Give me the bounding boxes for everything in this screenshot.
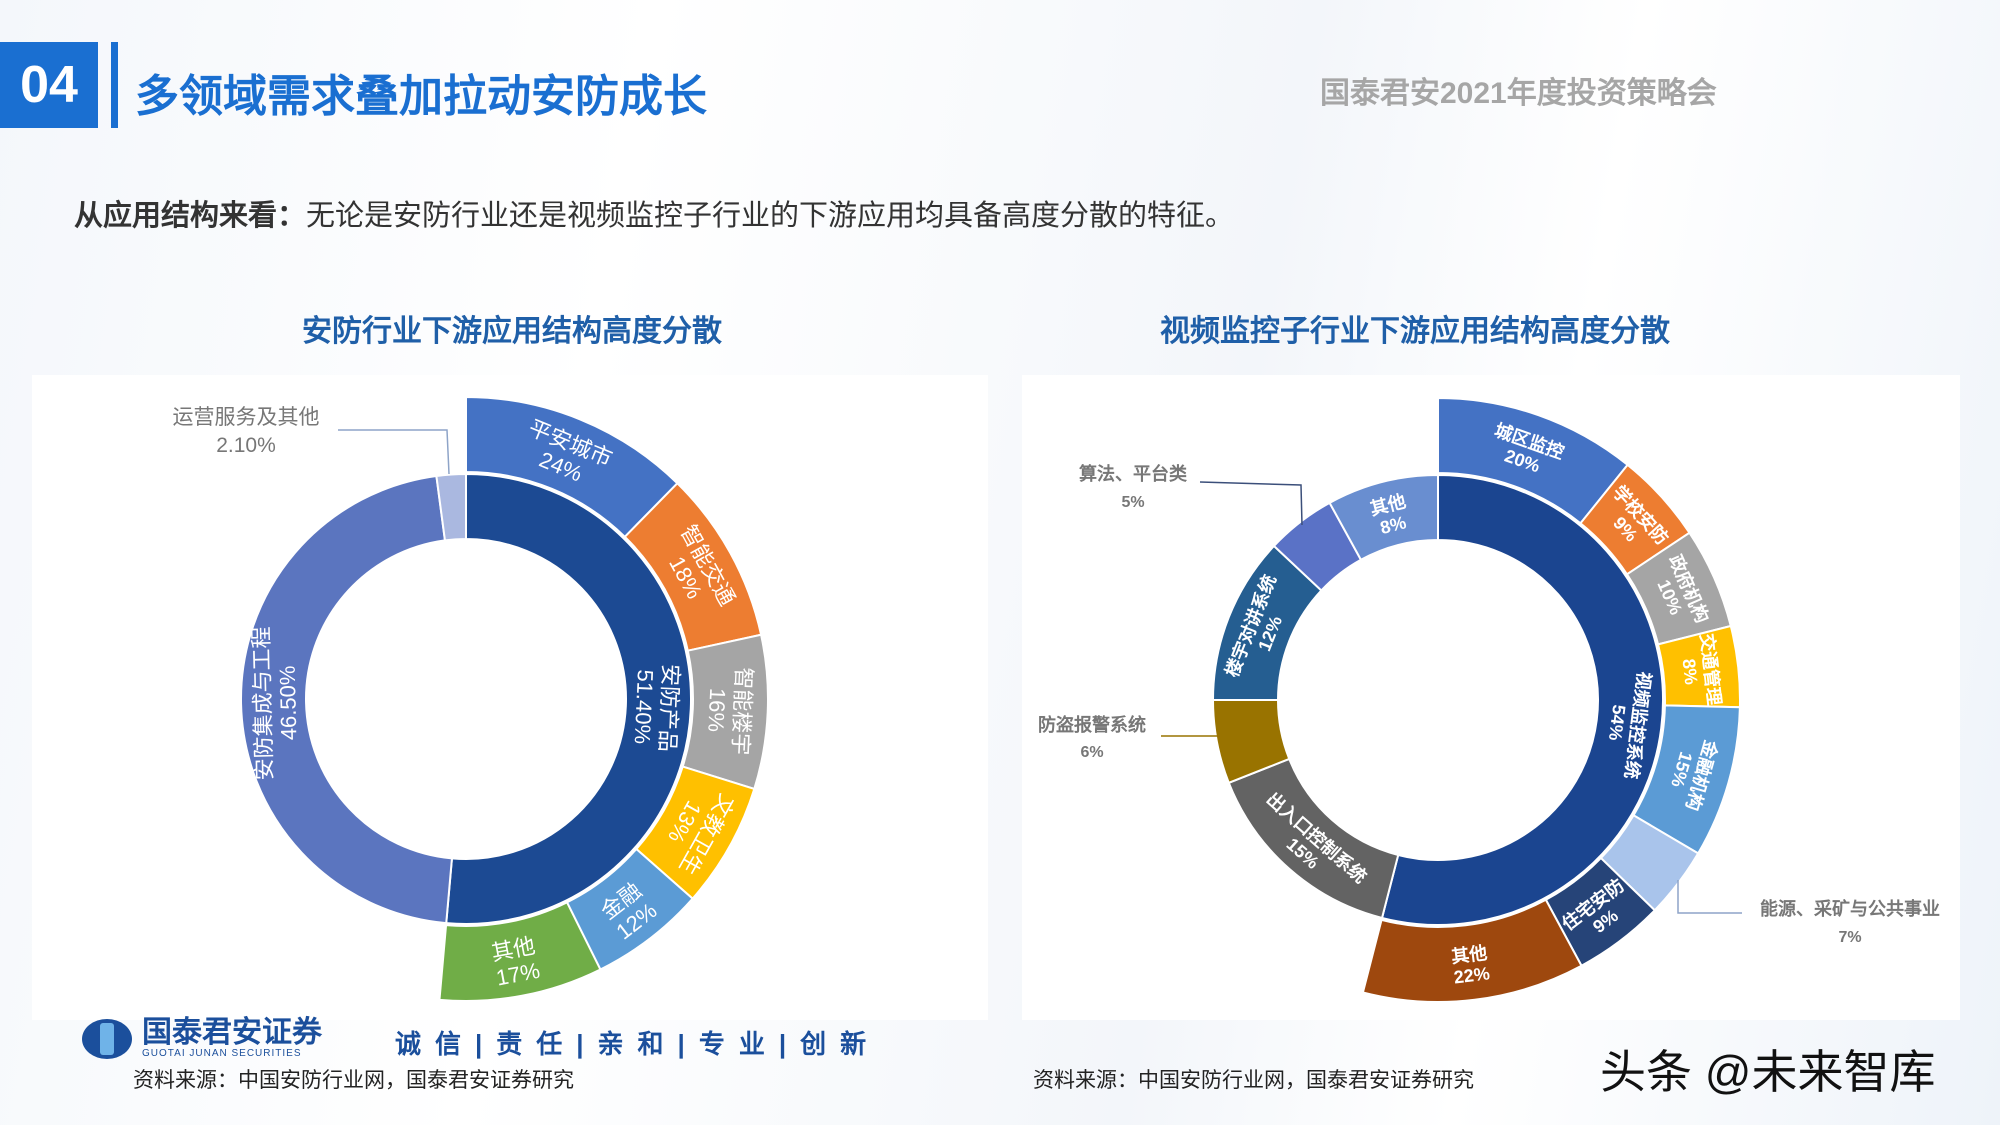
slogan: 诚信|责任|亲和|专业|创新 — [395, 1029, 881, 1059]
callout-energy-name: 能源、采矿与公共事业 — [1760, 898, 1940, 919]
inner-segment-0 — [445, 472, 692, 925]
watermark: 头条 @未来智库 — [1600, 1046, 1936, 1098]
company-logo: 国泰君安证券 GUOTAI JUNAN SECURITIES — [82, 1018, 322, 1059]
callout-energy-pct: 7% — [1838, 929, 1861, 946]
leader-line-ops — [338, 429, 450, 475]
left-chart-title: 安防行业下游应用结构高度分散 — [302, 315, 722, 348]
callout-ops-name: 运营服务及其他 — [173, 406, 320, 429]
inner-segment-0-label: 安防产品51.40% — [629, 662, 683, 752]
section-number-badge: 04 — [0, 42, 98, 128]
inner-segment-1-label: 安防集成与工程46.50% — [249, 626, 303, 781]
leader-line-energy — [1677, 880, 1742, 914]
logo-en: GUOTAI JUNAN SECURITIES — [142, 1048, 302, 1059]
right-donut-chart: 视频监控系统54%出入口控制系统15%楼宇对讲系统12%其他8%城区监控20%学… — [1211, 396, 1741, 1003]
callout-alarm-name: 防盗报警系统 — [1038, 714, 1146, 735]
logo-mark-icon — [82, 1018, 132, 1059]
inner-segment-2 — [435, 472, 467, 542]
event-name: 国泰君安2021年度投资策略会 — [1320, 77, 1717, 110]
source-left: 资料来源：中国安防行业网，国泰君安证券研究 — [133, 1069, 574, 1092]
outer-segment-7-label: 其他22% — [1450, 942, 1491, 988]
leader-line-algo — [1199, 481, 1303, 526]
logo-cn: 国泰君安证券 — [142, 1016, 322, 1049]
page-title: 多领域需求叠加拉动安防成长 — [135, 72, 707, 121]
callout-algo-name: 算法、平台类 — [1079, 463, 1188, 484]
summary-body: 无论是安防行业还是视频监控子行业的下游应用均具备高度分散的特征。 — [306, 200, 1235, 232]
title-accent-bar — [111, 42, 118, 128]
right-chart-title: 视频监控子行业下游应用结构高度分散 — [1160, 315, 1670, 348]
summary-lead: 从应用结构来看： — [74, 200, 307, 232]
outer-segment-2-label: 智能楼宇16% — [702, 666, 756, 756]
summary-text: 从应用结构来看：无论是安防行业还是视频监控子行业的下游应用均具备高度分散的特征。 — [74, 192, 1234, 234]
left-donut-chart: 安防产品51.40%安防集成与工程46.50%平安城市24%智能交通18%智能楼… — [240, 395, 769, 1002]
callout-alarm-pct: 6% — [1080, 744, 1103, 761]
inner-segment-5 — [1328, 473, 1439, 562]
callout-algo-pct: 5% — [1121, 494, 1144, 511]
outer-segment-5 — [438, 900, 602, 1002]
source-right: 资料来源：中国安防行业网，国泰君安证券研究 — [1033, 1069, 1474, 1092]
section-number: 04 — [20, 56, 78, 114]
callout-ops-pct: 2.10% — [216, 434, 276, 457]
outer-segment-7 — [1361, 898, 1583, 1003]
outer-segment-5-label: 其他17% — [489, 933, 542, 991]
inner-segment-1 — [240, 474, 454, 925]
inner-segment-0 — [1380, 473, 1664, 926]
leader-lines — [338, 429, 1742, 914]
